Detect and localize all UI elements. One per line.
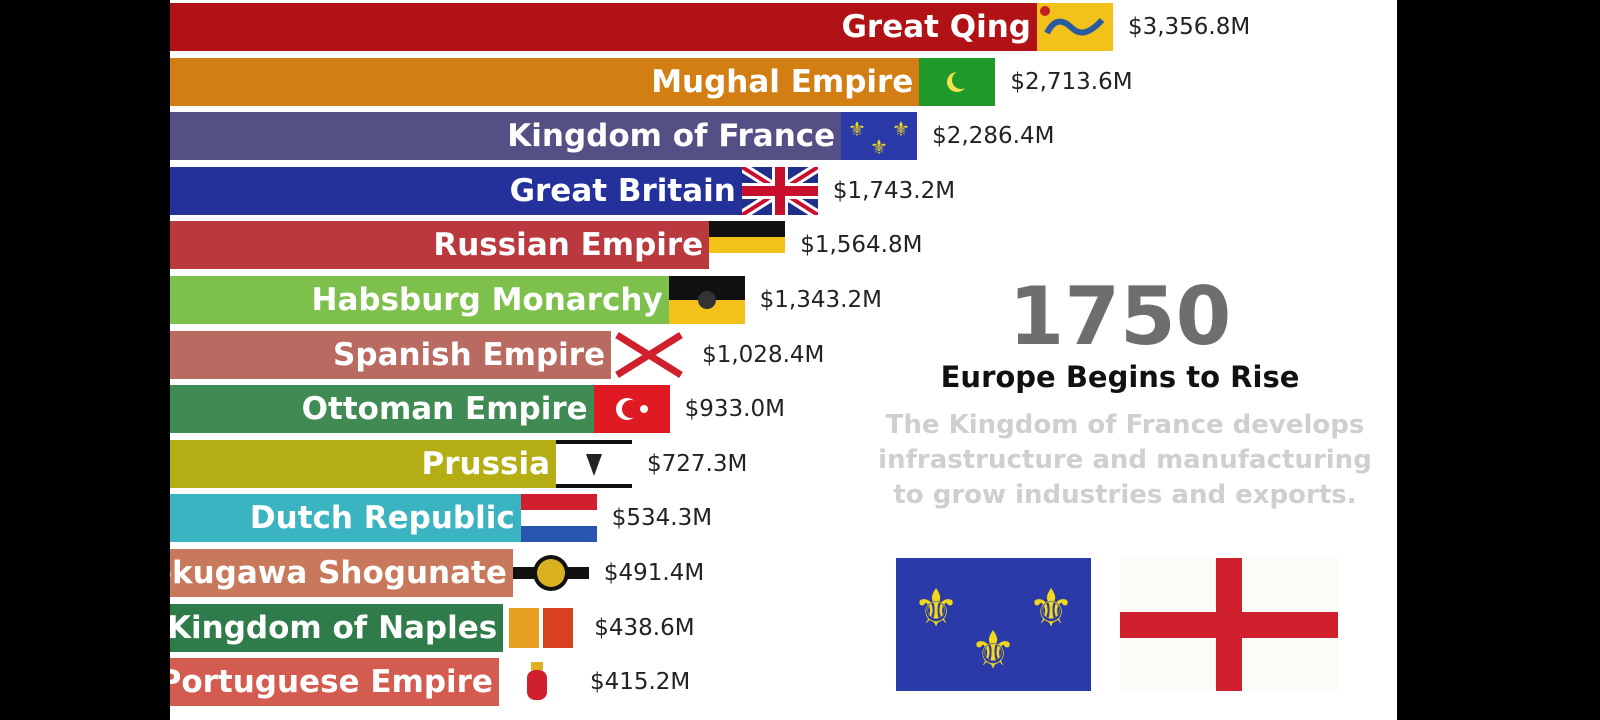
svg-text:⚜: ⚜: [892, 117, 910, 141]
bar: [170, 166, 742, 215]
bar-label: Portuguese Empire: [170, 664, 493, 701]
bar: [170, 494, 521, 543]
bar-label: Ottoman Empire: [301, 391, 588, 428]
qing-dragon-flag-icon: [1036, 3, 1113, 51]
year-label: 1750: [1008, 270, 1232, 363]
value-label: $438.6M: [594, 614, 695, 641]
bar-label: Great Qing: [841, 9, 1031, 45]
value-label: $534.3M: [611, 505, 713, 532]
value-label: $2,286.4M: [932, 123, 1055, 150]
value-label: $1,743.2M: [832, 177, 956, 204]
bar: [170, 603, 504, 652]
bar-label: Russian Empire: [433, 227, 704, 264]
habsburg-eagle-flag-icon: [668, 276, 745, 324]
england-flag-icon: [1120, 558, 1338, 691]
bar-label: Kingdom of Naples: [170, 609, 498, 646]
bar: [170, 3, 1037, 51]
value-label: $1,343.2M: [759, 287, 882, 313]
description: The Kingdom of France develops infrastru…: [878, 410, 1372, 510]
chart-area: Great Qing $3,356.8M Mughal Empire $2,713.6…: [170, 0, 1397, 720]
value-label: $491.4M: [603, 560, 705, 586]
svg-text:⚜: ⚜: [870, 135, 888, 159]
mughal-crescent-flag-icon: [919, 57, 996, 106]
ottoman-crescent-flag-icon: [593, 385, 670, 434]
russia-tricolor-flag-icon: [709, 221, 786, 270]
bar: [170, 385, 594, 434]
value-label: $933.0M: [684, 396, 785, 423]
bar: [170, 658, 499, 707]
value-label: $2,713.6M: [1010, 68, 1133, 95]
bar-label: Habsburg Monarchy: [311, 282, 663, 318]
value-label: $727.3M: [647, 450, 748, 477]
bar: [170, 439, 557, 488]
bar: [170, 57, 920, 106]
bar: [170, 221, 710, 270]
bar: [170, 276, 669, 324]
tokugawa-mon-flag-icon: [512, 549, 589, 597]
bar-label: Tokugawa Shogunate: [170, 555, 507, 591]
france-fleur-flag-icon: ⚜ ⚜ ⚜: [841, 112, 918, 161]
svg-text:⚜: ⚜: [970, 621, 1017, 681]
bar-label: Prussia: [421, 445, 551, 482]
svg-text:⚜: ⚜: [848, 117, 866, 141]
value-label: $1,564.8M: [800, 232, 923, 259]
bar-label: Mughal Empire: [651, 63, 914, 100]
value-label: $1,028.4M: [702, 341, 825, 368]
bar-label: Great Britain: [509, 172, 736, 209]
bar: [170, 330, 612, 379]
value-label: $415.2M: [589, 669, 691, 696]
value-label: $3,356.8M: [1127, 14, 1251, 40]
burgundy-cross-flag-icon: [611, 330, 688, 379]
portugal-arms-flag-icon: [498, 658, 575, 707]
prussia-eagle-flag-icon: [556, 439, 633, 488]
naples-arms-flag-icon: [503, 603, 580, 652]
svg-text:⚜: ⚜: [1028, 579, 1075, 639]
bar-label: Spanish Empire: [333, 336, 606, 373]
union-jack-flag-icon: [741, 166, 818, 215]
bar-label: Dutch Republic: [249, 500, 515, 537]
bar: [170, 112, 842, 161]
france-flag-icon: ⚜ ⚜ ⚜: [896, 558, 1091, 691]
bar-label: Kingdom of France: [507, 118, 836, 155]
svg-text:⚜: ⚜: [913, 579, 960, 639]
headline: Europe Begins to Rise: [940, 360, 1300, 394]
dutch-tricolor-flag-icon: [520, 494, 597, 543]
bar: [170, 549, 513, 597]
